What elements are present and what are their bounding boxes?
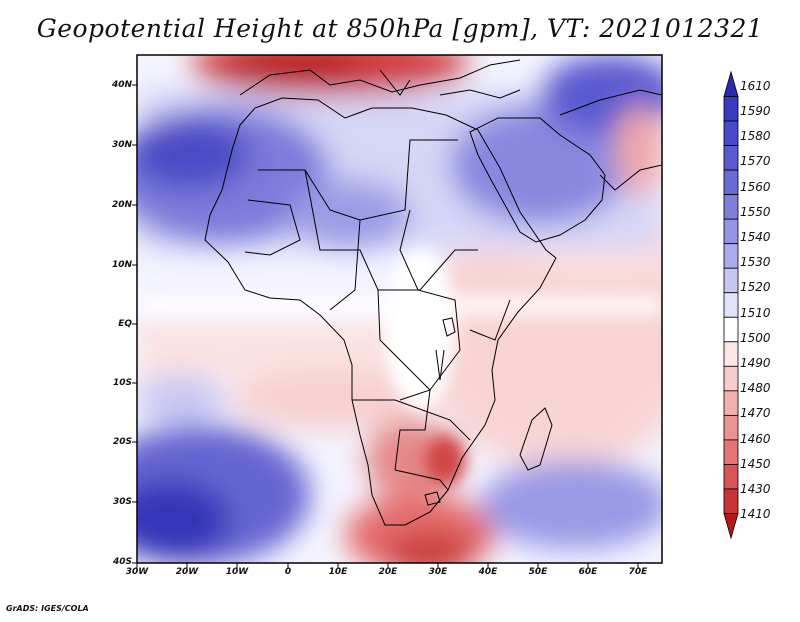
colorbar-label: 1470 xyxy=(740,406,771,420)
colorbar-label: 1520 xyxy=(740,280,771,294)
height-field xyxy=(137,55,662,563)
colorbar-top-triangle xyxy=(723,70,739,97)
colorbar-label: 1510 xyxy=(740,306,771,320)
colorbar-label: 1580 xyxy=(740,129,771,143)
colorbar-segment xyxy=(723,464,739,490)
lon-label-40e: 40E xyxy=(478,567,498,577)
colorbar-label: 1430 xyxy=(740,482,771,496)
colorbar-segment xyxy=(723,341,739,367)
lat-label-10n: 10N xyxy=(111,260,132,270)
colorbar-segment xyxy=(723,414,739,441)
lat-label-eq: EQ xyxy=(118,319,132,329)
colorbar-label: 1450 xyxy=(740,457,771,471)
lat-label-20s: 20S xyxy=(112,437,132,447)
colorbar-label: 1490 xyxy=(740,356,771,370)
lat-label-40s: 40S xyxy=(112,557,132,567)
lat-label-20n: 20N xyxy=(111,200,132,210)
colorbar-label: 1610 xyxy=(740,79,771,93)
map-title: Geopotential Height at 850hPa [gpm], VT:… xyxy=(36,14,764,43)
colorbar-label: 1590 xyxy=(740,104,771,118)
lon-label-30e: 30E xyxy=(428,567,448,577)
colorbar-segment xyxy=(723,145,739,171)
coastlines xyxy=(204,59,662,526)
lon-label-10e: 10E xyxy=(328,567,348,577)
colorbar-bottom-triangle xyxy=(723,513,739,540)
colorbar-segment xyxy=(723,120,739,146)
colorbar-label: 1410 xyxy=(740,507,771,521)
colorbar-segment xyxy=(723,169,739,196)
colorbar-segment xyxy=(723,267,739,294)
colorbar-label: 1460 xyxy=(740,432,771,446)
grads-credit: GrADS: IGES/COLA xyxy=(6,604,89,613)
map-frame xyxy=(136,54,663,564)
colorbar-segment xyxy=(723,243,739,269)
colorbar-segment xyxy=(723,439,739,465)
lon-label-20w: 20W xyxy=(175,567,199,577)
lat-label-10s: 10S xyxy=(112,378,132,388)
colorbar-segment xyxy=(723,292,739,318)
colorbar-segment xyxy=(723,96,739,122)
colorbar-segment xyxy=(723,488,739,514)
lon-label-50e: 50E xyxy=(528,567,548,577)
colorbar-segment xyxy=(723,316,739,343)
colorbar-label: 1550 xyxy=(740,205,771,219)
lon-label-10w: 10W xyxy=(225,567,249,577)
lon-label-60e: 60E xyxy=(578,567,598,577)
lon-label-70e: 70E xyxy=(628,567,648,577)
lat-label-40n: 40N xyxy=(111,80,132,90)
colorbar-label: 1560 xyxy=(740,180,771,194)
colorbar-segment xyxy=(723,365,739,392)
colorbar-segment xyxy=(723,194,739,220)
axis-ticks xyxy=(132,84,639,568)
colorbar-label: 1480 xyxy=(740,381,771,395)
lon-label-0: 0 xyxy=(284,567,292,577)
lat-label-30s: 30S xyxy=(112,497,132,507)
colorbar-label: 1500 xyxy=(740,331,771,345)
colorbar-label: 1570 xyxy=(740,154,771,168)
lon-label-30w: 30W xyxy=(125,567,149,577)
lat-label-30n: 30N xyxy=(111,140,132,150)
colorbar-segment xyxy=(723,218,739,245)
colorbar-label: 1530 xyxy=(740,255,771,269)
colorbar-segment xyxy=(723,390,739,416)
colorbar xyxy=(723,70,739,540)
colorbar-label: 1540 xyxy=(740,230,771,244)
lon-label-20e: 20E xyxy=(378,567,398,577)
